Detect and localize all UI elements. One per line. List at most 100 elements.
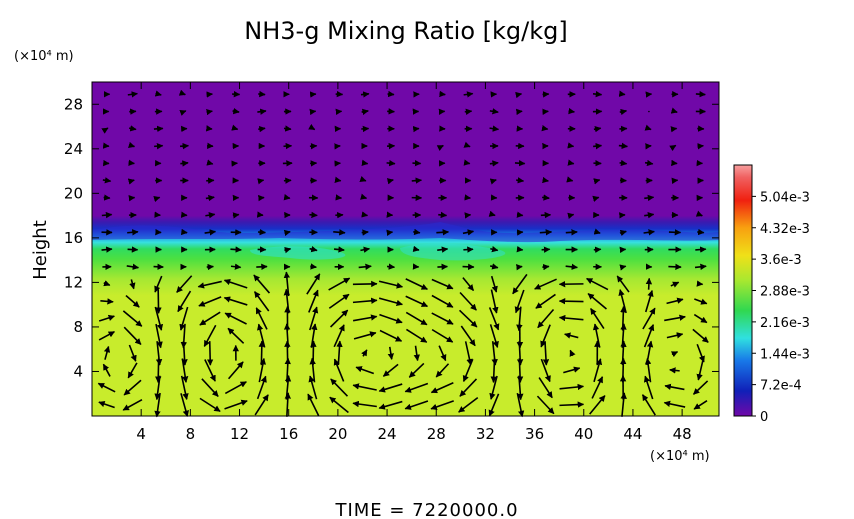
x-tick-label: 32 <box>476 425 495 443</box>
wind-vector <box>695 210 703 217</box>
wind-vector <box>258 125 266 133</box>
y-axis-title: Height <box>30 220 51 280</box>
x-unit-label: (×10⁴ m) <box>650 449 710 464</box>
wind-vector <box>404 382 429 393</box>
wind-vector <box>177 290 192 313</box>
x-tick-label: 40 <box>574 425 593 443</box>
wind-vector <box>431 312 454 325</box>
wind-vector <box>695 246 707 253</box>
wind-vector <box>438 211 448 219</box>
wind-vector <box>154 275 163 293</box>
wind-vector <box>352 383 377 391</box>
wind-vector <box>203 324 217 347</box>
wind-vector <box>437 246 449 253</box>
wind-vector <box>199 397 221 413</box>
wind-vector <box>464 341 473 366</box>
wind-vector <box>670 281 680 288</box>
wind-vector <box>333 229 346 236</box>
wind-vector <box>405 328 428 343</box>
wind-vector <box>643 229 655 236</box>
wind-vector <box>437 263 448 271</box>
wind-vector <box>180 228 188 236</box>
wind-vector <box>335 194 343 201</box>
time-label: TIME = 7220000.0 <box>334 500 518 519</box>
wind-vector <box>309 246 318 253</box>
wind-vector <box>537 308 555 329</box>
wind-vector <box>154 142 164 150</box>
wind-vector <box>459 378 478 397</box>
wind-vector <box>565 229 578 236</box>
wind-vector <box>463 91 474 98</box>
wind-vector <box>387 90 395 98</box>
wind-vector <box>541 124 549 132</box>
wind-vector <box>227 327 245 344</box>
wind-vector <box>361 211 369 218</box>
colorbar-tick-label: 3.6e-3 <box>760 253 802 268</box>
wind-vector <box>378 383 403 393</box>
wind-vector <box>97 382 116 393</box>
colorbar-tick-label: 1.44e-3 <box>760 347 810 362</box>
wind-vector <box>283 194 291 201</box>
wind-vector <box>542 194 550 201</box>
wind-vector <box>335 108 343 116</box>
wind-vector <box>488 393 500 417</box>
wind-vector <box>431 278 454 290</box>
x-tick-label: 20 <box>328 425 347 443</box>
wind-vector <box>329 396 349 414</box>
wind-vector <box>102 363 111 377</box>
wind-vector <box>412 245 420 253</box>
wind-vector <box>593 178 601 185</box>
wind-vector <box>696 343 705 363</box>
wind-vector <box>643 375 654 400</box>
wind-vector <box>669 144 677 152</box>
wind-vector <box>308 375 318 400</box>
wind-vector <box>593 143 603 150</box>
wind-vector <box>404 400 429 410</box>
wind-vector <box>258 90 266 98</box>
colorbar-scale <box>733 164 753 417</box>
wind-vector <box>310 263 317 270</box>
wind-vector <box>620 305 627 331</box>
wind-vector <box>283 271 291 297</box>
wind-vector <box>593 125 602 133</box>
wind-vector <box>361 159 369 167</box>
wind-vector <box>253 291 270 312</box>
y-tick-label: 12 <box>64 273 83 291</box>
wind-vector <box>514 160 526 167</box>
wind-vector <box>231 124 239 131</box>
wind-vector <box>439 90 446 98</box>
y-tick-label: 20 <box>64 184 83 202</box>
wind-vector <box>101 127 109 134</box>
wind-vector <box>333 246 345 253</box>
wind-vector <box>645 340 654 366</box>
wind-vector <box>360 91 370 98</box>
wind-vector <box>334 176 342 183</box>
wind-vector <box>490 289 499 314</box>
wind-vector <box>98 331 115 341</box>
wind-vector <box>670 351 679 358</box>
wind-vector <box>258 357 267 383</box>
wind-vector <box>535 293 556 309</box>
wind-vector <box>230 246 242 253</box>
wind-vector <box>333 324 345 348</box>
y-tick-label: 24 <box>64 140 83 158</box>
wind-vector <box>360 246 371 253</box>
wind-vector <box>695 90 706 98</box>
wind-vector <box>224 381 247 395</box>
wind-vector <box>564 332 579 339</box>
wind-vector <box>101 211 113 219</box>
wind-vector <box>100 298 114 305</box>
colorbar-tick-label: 2.16e-3 <box>760 316 810 331</box>
wind-vector <box>586 277 609 291</box>
wind-vector <box>644 290 654 313</box>
wind-vector <box>153 125 164 133</box>
wind-vector <box>283 125 292 132</box>
wind-vector <box>559 401 585 408</box>
wind-vector <box>669 367 680 374</box>
wind-vector <box>431 294 454 308</box>
x-tick-label: 4 <box>136 425 146 443</box>
wind-vector <box>176 275 193 293</box>
wind-vector <box>693 313 708 324</box>
wind-vector <box>463 246 474 253</box>
